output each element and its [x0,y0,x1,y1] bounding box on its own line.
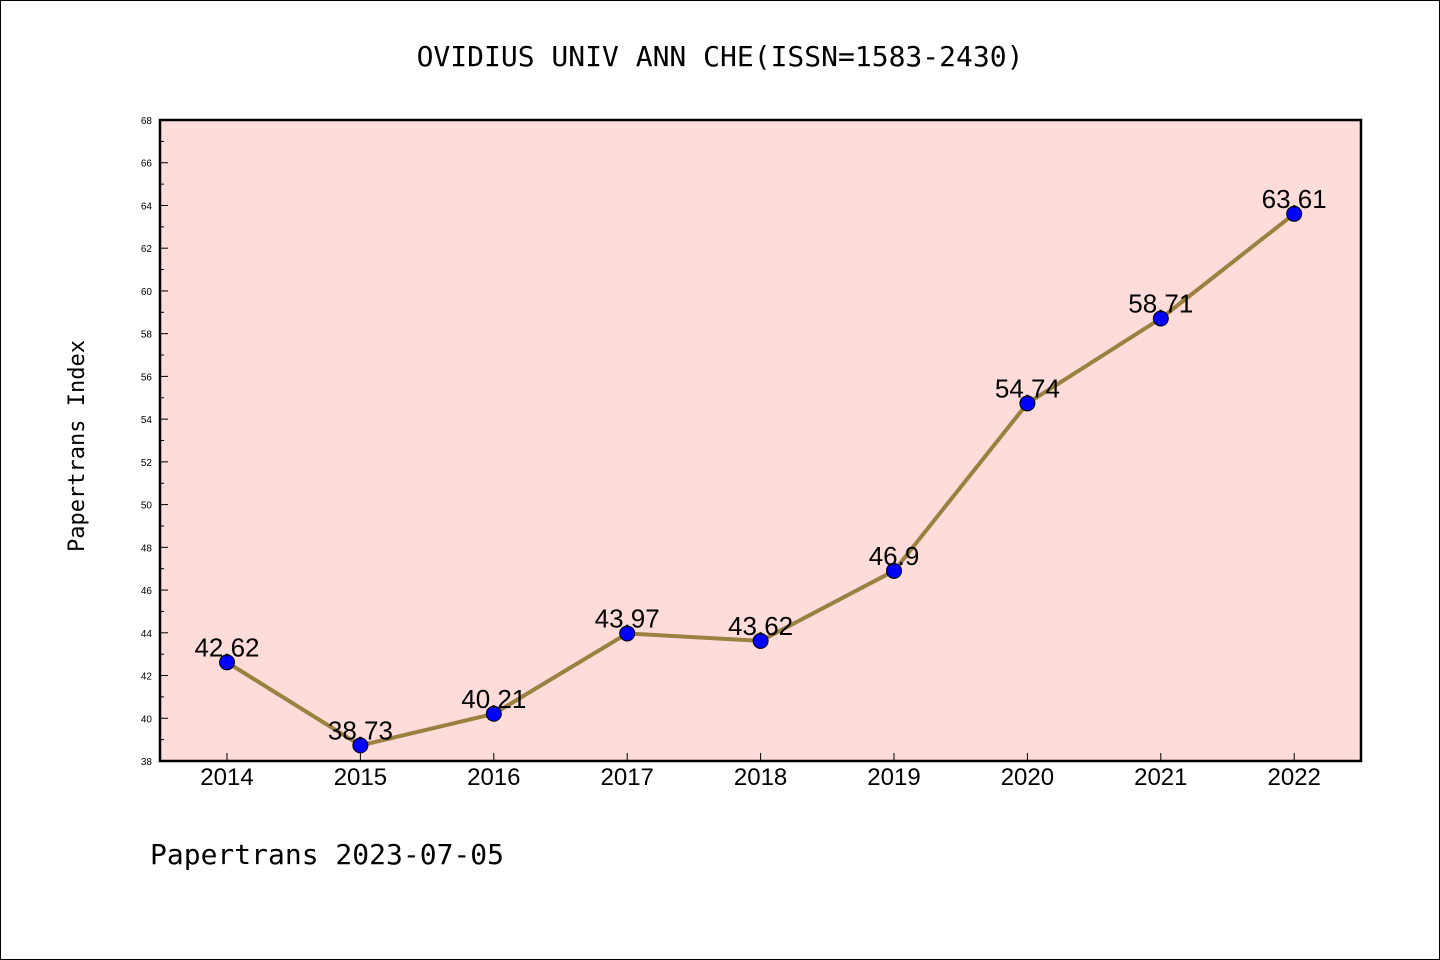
y-tick-label: 38 [141,757,153,768]
data-labels: 42.62 38.73 40.21 43.97 43.62 46.9 54.74 58.71 6… [194,184,1326,746]
data-point [485,705,502,722]
data-point [1019,395,1036,412]
x-tick-label: 2019 [867,764,920,791]
data-point [219,654,235,671]
y-tick-label: 44 [141,629,153,640]
plot-area [160,120,1361,761]
series-markers [219,205,1303,754]
y-tick-label: 50 [141,501,153,512]
data-point [886,562,902,579]
y-tick-label: 60 [141,287,153,298]
data-label: 63.61 [1262,184,1327,214]
y-tick-label: 54 [141,415,153,426]
data-point [352,737,369,754]
footer-text: Papertrans 2023-07-05 [150,838,504,871]
y-tick-label: 66 [141,159,153,170]
x-tick-label: 2022 [1268,764,1321,791]
x-tick-label: 2017 [601,764,654,791]
y-tick-label: 64 [141,201,153,212]
data-label: 42.62 [194,632,259,662]
x-tick-label: 2015 [334,764,387,791]
y-tick-label: 52 [141,458,153,469]
x-tick-label: 2021 [1134,764,1187,791]
data-label: 46.9 [869,541,920,571]
y-tick-label: 58 [141,330,153,341]
y-tick-label: 62 [141,244,153,255]
data-point [1286,205,1303,222]
x-tick-label: 2018 [734,764,787,791]
data-point [619,625,636,642]
data-label: 38.73 [328,715,393,745]
data-label: 43.97 [595,603,660,633]
y-tick-label: 48 [141,543,153,554]
chart-title: OVIDIUS UNIV ANN CHE(ISSN=1583-2430) [417,40,1024,73]
data-label: 43.62 [728,611,793,641]
data-label: 58.71 [1128,288,1193,318]
y-tick-label: 42 [141,672,153,683]
y-tick-label: 40 [141,714,153,725]
y-axis-label: Papertrans Index [65,340,90,552]
data-point [1152,310,1169,327]
y-tick-label: 68 [141,116,153,127]
data-label: 54.74 [995,373,1060,403]
data-point [752,632,769,649]
data-label: 40.21 [461,684,526,714]
x-tick-label: 2014 [200,764,253,791]
x-axis-ticks: 2014 2015 2016 2017 2018 2019 2020 2021 2022 [200,753,1321,791]
y-tick-label: 46 [141,586,153,597]
x-tick-label: 2016 [467,764,520,791]
plot-border [158,118,1363,763]
x-tick-label: 2020 [1001,764,1054,791]
y-axis-ticks: 38 40 42 44 46 48 50 52 54 56 58 60 62 64 66 68 [141,116,168,768]
y-tick-label: 56 [141,372,153,383]
